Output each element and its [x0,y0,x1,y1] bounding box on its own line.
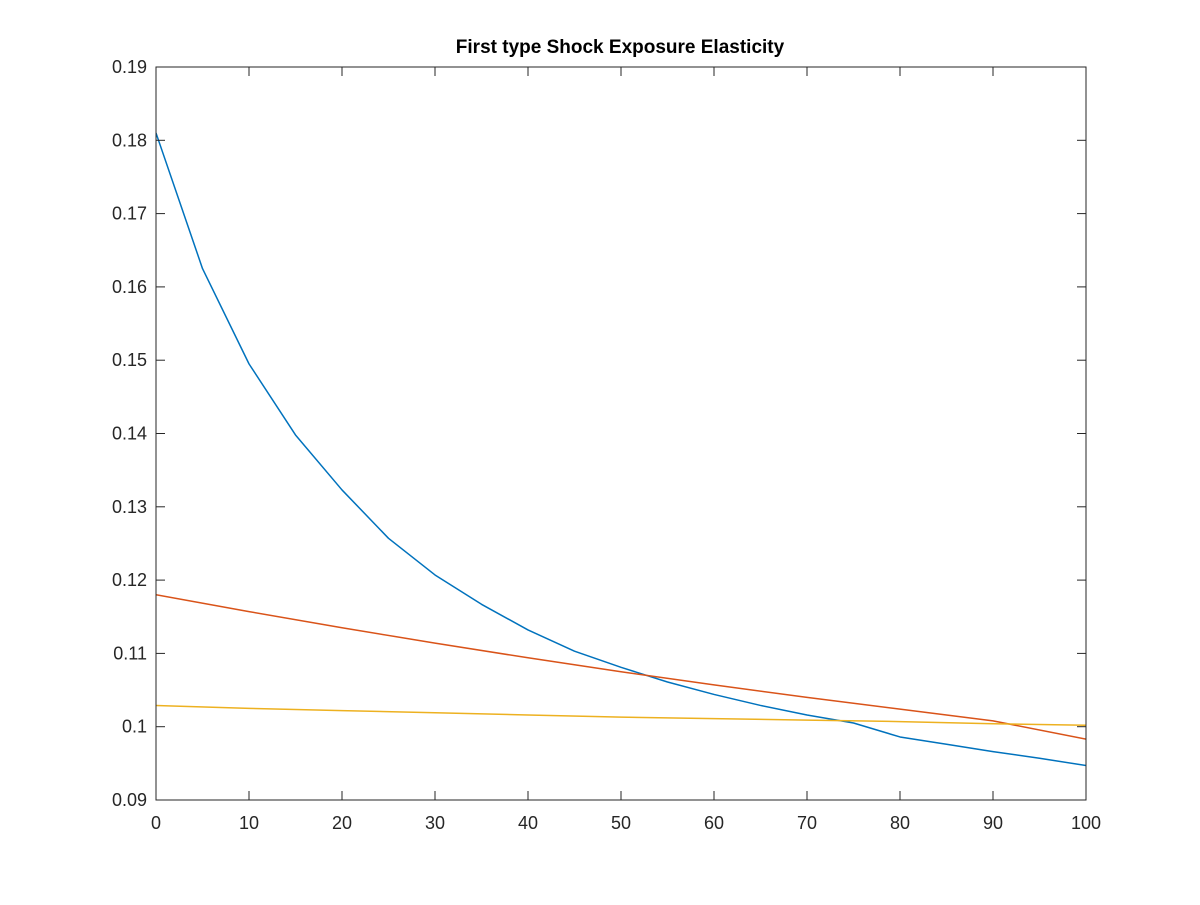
axes-box [155,66,1087,801]
y-tick-label: 0.16 [112,277,147,297]
y-tick-label: 0.17 [112,204,147,224]
series-line-3 [156,704,1086,726]
x-tick-label: 90 [983,813,1003,833]
y-tick-label: 0.1 [122,717,147,737]
y-tick-label: 0.14 [112,424,147,444]
y-tick-label: 0.15 [112,350,147,370]
chart-title: First type Shock Exposure Elasticity [456,37,785,58]
x-tick-label: 20 [332,813,352,833]
x-tick-label: 40 [518,813,538,833]
y-tick-label: 0.18 [112,130,147,150]
y-tick-label: 0.09 [112,790,147,810]
series-line-2 [156,594,1086,740]
plot-area [156,132,1086,767]
y-tick-label: 0.11 [113,643,147,663]
x-tick-label: 70 [797,813,817,833]
x-tick-label: 50 [611,813,631,833]
x-tick-label: 0 [151,813,161,833]
x-tick-label: 30 [425,813,445,833]
y-tick-label: 0.13 [112,497,147,517]
series-line-1 [156,132,1086,767]
x-tick-label: 60 [704,813,724,833]
x-tick-label: 100 [1071,813,1101,833]
axes: 0 10 20 30 40 50 60 70 80 90 100 0.09 0.1 0.11 0.12 0.1… [112,57,1101,833]
x-tick-label: 10 [239,813,259,833]
x-tick-label: 80 [890,813,910,833]
y-tick-label: 0.12 [112,570,147,590]
y-tick-label: 0.19 [112,57,147,77]
